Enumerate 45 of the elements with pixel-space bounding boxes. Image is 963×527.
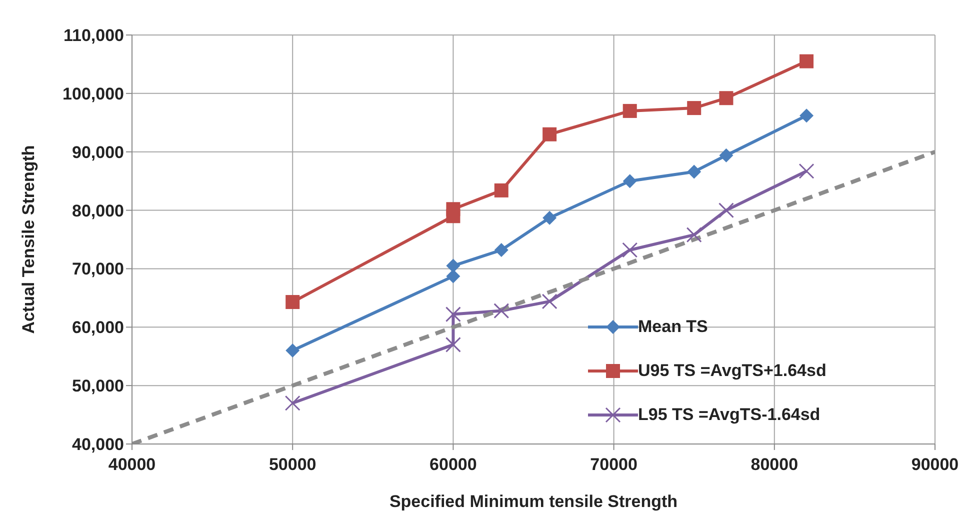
point (622, 242, 638, 258)
point (446, 269, 460, 284)
y-tick-label: 100,000 (62, 84, 124, 104)
x-tick-label: 40000 (108, 455, 156, 474)
point (286, 344, 300, 358)
y-tick-label: 90,000 (72, 142, 124, 162)
point (622, 174, 637, 188)
point (445, 336, 461, 352)
y-tick-label: 60,000 (72, 318, 124, 338)
x-tick-label: 90000 (911, 455, 959, 474)
point (494, 243, 508, 258)
x-tick-label: 80000 (750, 455, 798, 474)
y-tick-label: 40,000 (72, 435, 124, 454)
point (542, 127, 557, 142)
point (798, 163, 814, 179)
point (494, 303, 510, 319)
point (445, 306, 461, 322)
point (718, 202, 734, 218)
point (719, 148, 734, 162)
point (542, 210, 557, 225)
y-tick-label: 50,000 (72, 376, 124, 396)
point (686, 227, 702, 243)
y-tick-label: 80,000 (72, 201, 124, 220)
point (719, 91, 734, 106)
x-tick-label: 70000 (590, 455, 638, 474)
point (622, 104, 637, 118)
point (687, 164, 702, 179)
point (542, 294, 558, 310)
x-tick-label: 60000 (430, 455, 477, 474)
point (800, 108, 814, 123)
legend-label: Mean TS (638, 317, 708, 337)
point (687, 101, 702, 116)
legend-label: L95 TS =AvgTS-1.64sd (638, 405, 820, 425)
y-tick-label: 70,000 (72, 260, 124, 279)
point (494, 183, 508, 198)
y-axis-title: Actual Tensile Strength (19, 145, 38, 334)
point (446, 202, 460, 216)
y-tick-label: 110,000 (63, 26, 124, 46)
point (800, 54, 814, 68)
point (446, 258, 460, 273)
legend-label: U95 TS =AvgTS+1.64sd (638, 361, 826, 381)
x-tick-label: 50000 (268, 455, 316, 474)
x-axis-title: Specified Minimum tensile Strength (389, 492, 678, 511)
point (284, 395, 300, 411)
point (286, 295, 300, 310)
